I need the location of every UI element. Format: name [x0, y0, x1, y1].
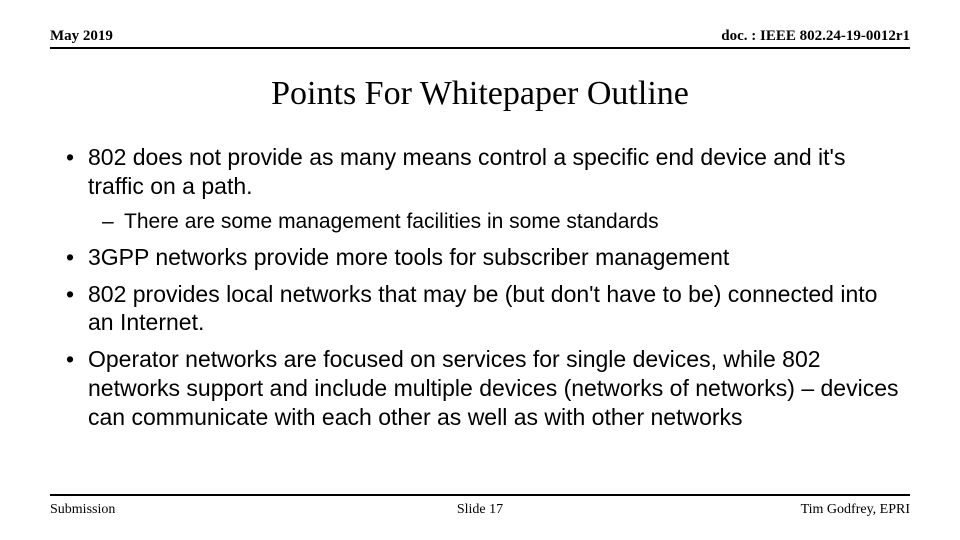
bullet-item: 802 does not provide as many means contr… — [88, 143, 900, 235]
bullet-text: 802 does not provide as many means contr… — [88, 144, 845, 199]
bullet-item: 802 provides local networks that may be … — [88, 280, 900, 338]
slide-title: Points For Whitepaper Outline — [50, 75, 910, 113]
header-date: May 2019 — [50, 28, 113, 45]
sub-bullet-item: There are some management facilities in … — [124, 209, 900, 235]
bullet-text: Operator networks are focused on service… — [88, 346, 899, 430]
header-docref: doc. : IEEE 802.24-19-0012r1 — [721, 28, 910, 45]
bullet-list-level2: There are some management facilities in … — [88, 209, 900, 235]
footer-row: Submission Slide 17 Tim Godfrey, EPRI — [50, 502, 910, 518]
slide-container: May 2019 doc. : IEEE 802.24-19-0012r1 Po… — [0, 0, 960, 540]
slide-body: 802 does not provide as many means contr… — [50, 143, 910, 431]
footer-left: Submission — [50, 502, 115, 518]
bullet-item: 3GPP networks provide more tools for sub… — [88, 243, 900, 272]
bullet-text: 802 provides local networks that may be … — [88, 281, 877, 336]
bullet-item: Operator networks are focused on service… — [88, 345, 900, 431]
bullet-text: 3GPP networks provide more tools for sub… — [88, 244, 729, 270]
footer-right: Tim Godfrey, EPRI — [801, 502, 910, 518]
bullet-list-level1: 802 does not provide as many means contr… — [60, 143, 900, 431]
footer-center: Slide 17 — [457, 502, 503, 518]
sub-bullet-text: There are some management facilities in … — [124, 210, 659, 233]
header-row: May 2019 doc. : IEEE 802.24-19-0012r1 — [50, 28, 910, 49]
footer-rule — [50, 494, 910, 496]
